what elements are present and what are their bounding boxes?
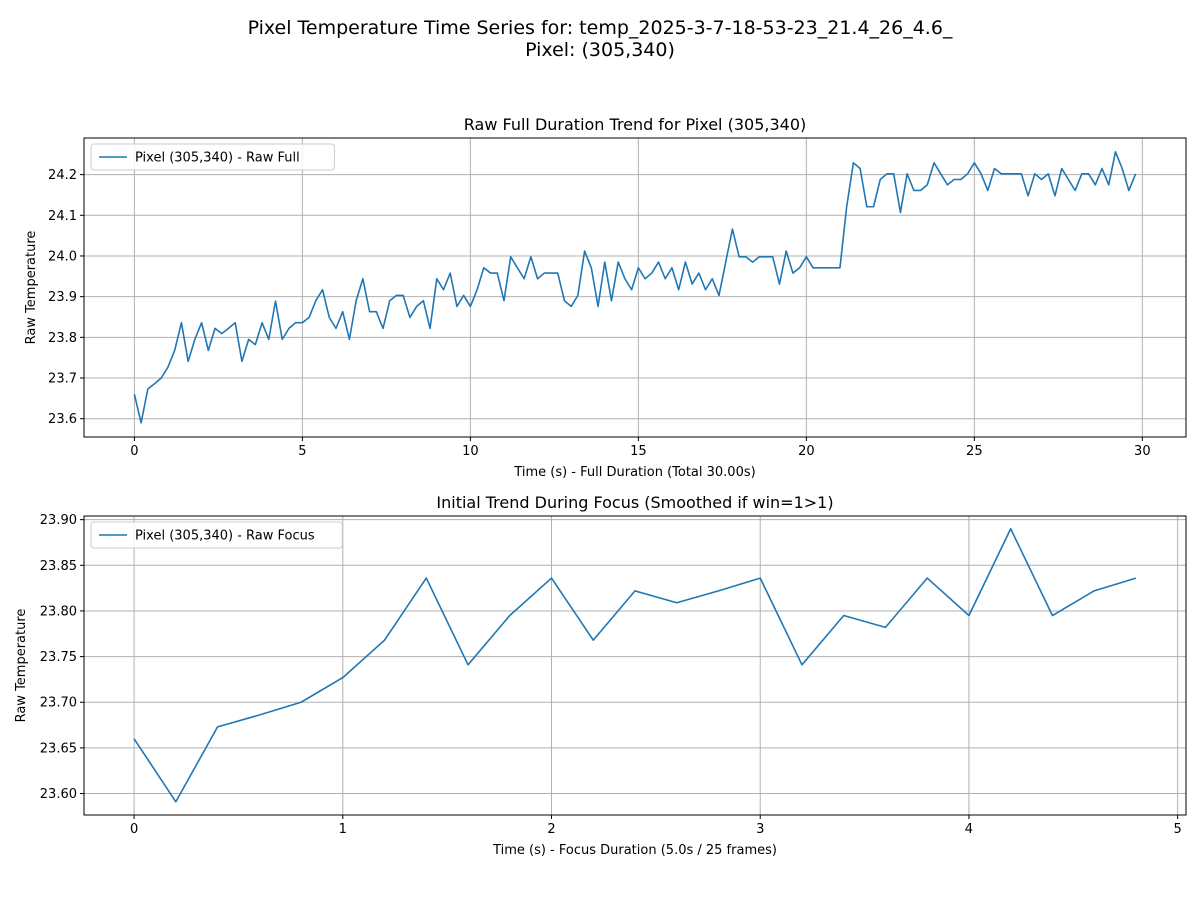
x-tick-label: 0 — [130, 822, 138, 837]
y-axis-label: Raw Temperature — [24, 231, 39, 345]
figure-title-line-1: Pixel Temperature Time Series for: temp_… — [248, 17, 953, 39]
legend-box — [90, 521, 343, 549]
y-tick-label: 23.60 — [40, 787, 77, 802]
x-tick-label: 15 — [630, 444, 647, 459]
x-tick-label: 30 — [1134, 444, 1151, 459]
y-tick-label: 23.80 — [40, 604, 77, 619]
y-tick-label: 23.75 — [40, 650, 77, 665]
y-tick-label: 23.90 — [40, 513, 77, 528]
legend: Pixel (305,340) - Raw Full — [90, 143, 335, 171]
x-tick-label: 1 — [339, 822, 347, 837]
figure-title-line-2: Pixel: (305,340) — [525, 39, 675, 61]
x-tick-label: 4 — [965, 822, 973, 837]
y-tick-label: 23.85 — [40, 559, 77, 574]
legend-label: Pixel (305,340) - Raw Focus — [135, 529, 315, 544]
x-tick-label: 20 — [798, 444, 815, 459]
y-tick-label: 23.70 — [40, 696, 77, 711]
series-line — [133, 151, 1137, 424]
series-line — [133, 527, 1137, 803]
x-tick-label: 2 — [547, 822, 555, 837]
focus-duration-chart: 0 1 2 3 4 5 23.60 23.65 23.70 23.75 23.80 23.85 23.9… — [14, 493, 1187, 858]
y-axis-label: Raw Temperature — [14, 609, 29, 723]
full-duration-chart: 0 5 10 15 20 25 30 23.6 23.7 23.8 23.9 24.0 24.1 24.2… — [24, 115, 1187, 480]
y-tick-label: 24.2 — [48, 168, 77, 183]
y-tick-label: 24.0 — [48, 249, 77, 264]
y-tick-label: 23.7 — [48, 372, 77, 387]
plot-frame — [83, 515, 1187, 816]
x-tick-label: 10 — [462, 444, 479, 459]
y-tick-label: 23.9 — [48, 290, 77, 305]
legend-box — [90, 143, 335, 171]
x-tick-label: 25 — [966, 444, 983, 459]
x-tick-label: 5 — [1174, 822, 1182, 837]
x-axis-label: Time (s) - Focus Duration (5.0s / 25 fra… — [492, 843, 777, 858]
chart-title: Initial Trend During Focus (Smoothed if … — [436, 493, 833, 512]
y-tick-label: 24.1 — [48, 209, 77, 224]
x-axis-label: Time (s) - Full Duration (Total 30.00s) — [513, 465, 755, 480]
y-tick-label: 23.8 — [48, 331, 77, 346]
x-tick-label: 5 — [298, 444, 306, 459]
legend: Pixel (305,340) - Raw Focus — [90, 521, 343, 549]
x-tick-label: 3 — [756, 822, 764, 837]
x-tick-label: 0 — [130, 444, 138, 459]
y-tick-label: 23.65 — [40, 741, 77, 756]
y-tick-label: 23.6 — [48, 412, 77, 427]
legend-label: Pixel (305,340) - Raw Full — [135, 151, 300, 166]
plot-frame — [83, 137, 1187, 438]
chart-title: Raw Full Duration Trend for Pixel (305,3… — [464, 115, 806, 134]
